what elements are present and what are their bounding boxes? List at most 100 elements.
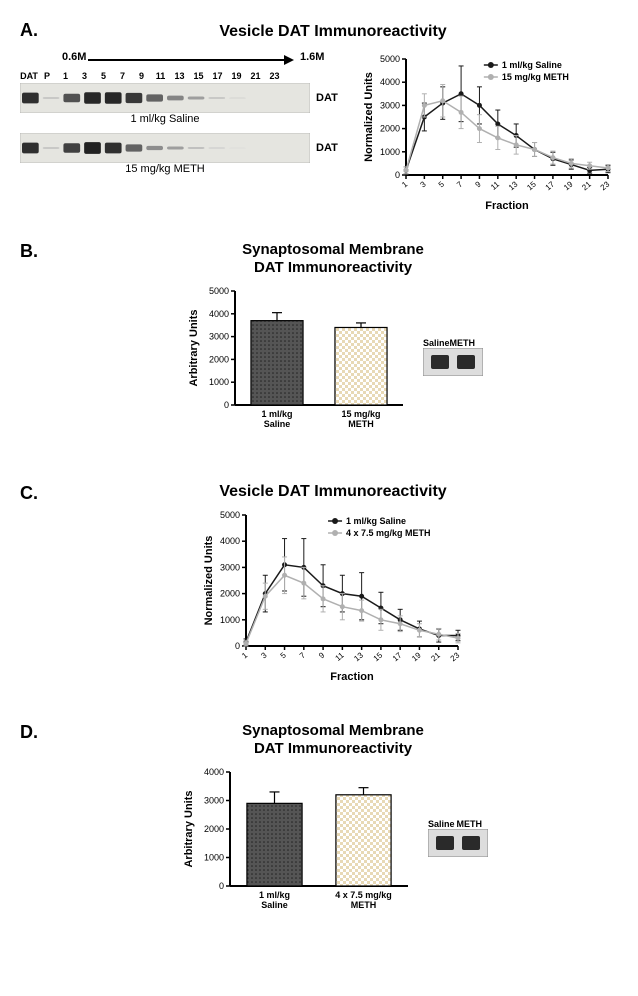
svg-text:15: 15 (525, 179, 538, 192)
svg-text:Arbitrary Units: Arbitrary Units (183, 790, 195, 867)
svg-text:9: 9 (317, 650, 327, 660)
svg-text:23: 23 (449, 650, 462, 663)
svg-text:23: 23 (599, 179, 612, 192)
inset-blot-d (428, 829, 488, 857)
svg-text:Normalized Units: Normalized Units (363, 72, 375, 162)
lane-label: 15 (189, 71, 208, 81)
svg-text:3000: 3000 (380, 100, 400, 110)
lane-label: 17 (208, 71, 227, 81)
svg-text:1000: 1000 (209, 377, 229, 387)
svg-text:0: 0 (219, 881, 224, 891)
svg-text:1: 1 (240, 650, 250, 660)
svg-text:3000: 3000 (220, 562, 240, 572)
svg-text:11: 11 (333, 650, 346, 663)
svg-text:3000: 3000 (204, 796, 224, 806)
lane-label: DAT (20, 71, 38, 81)
lane-label: 1 (56, 71, 75, 81)
svg-text:13: 13 (507, 179, 520, 192)
svg-text:2000: 2000 (220, 589, 240, 599)
svg-text:9: 9 (474, 179, 484, 189)
svg-text:Normalized Units: Normalized Units (203, 536, 215, 626)
svg-text:2000: 2000 (204, 824, 224, 834)
svg-text:21: 21 (580, 179, 593, 192)
panel-d: D. Synaptosomal Membrane DAT Immunoreact… (20, 722, 618, 924)
lane-label: 11 (151, 71, 170, 81)
lane-label: 7 (113, 71, 132, 81)
svg-text:15 mg/kg: 15 mg/kg (341, 409, 380, 419)
panel-b-inset: SalineMETH (423, 338, 483, 381)
svg-text:4000: 4000 (380, 77, 400, 87)
svg-text:17: 17 (391, 650, 404, 663)
panel-d-chart: 01000200030004000Arbitrary Units1 ml/kgS… (178, 764, 418, 924)
svg-text:5: 5 (279, 650, 289, 660)
panel-a: A. Vesicle DAT Immunoreactivity 0.6M 1.6… (20, 20, 618, 211)
svg-text:5000: 5000 (220, 510, 240, 520)
panel-d-inset: SalineMETH (428, 819, 488, 862)
panel-a-header: A. Vesicle DAT Immunoreactivity (20, 20, 618, 41)
svg-text:1 ml/kg Saline: 1 ml/kg Saline (346, 516, 406, 526)
gradient-arrow-icon (88, 53, 298, 69)
svg-text:4000: 4000 (204, 767, 224, 777)
svg-text:0: 0 (395, 170, 400, 180)
lane-label: 3 (75, 71, 94, 81)
svg-text:0: 0 (224, 400, 229, 410)
svg-text:2000: 2000 (209, 354, 229, 364)
svg-text:4 x 7.5 mg/kg METH: 4 x 7.5 mg/kg METH (346, 528, 431, 538)
panel-c-chart: 0100020003000400050001357911131517192123… (198, 507, 468, 682)
svg-text:METH: METH (348, 419, 374, 429)
lane-label: 23 (265, 71, 284, 81)
blot-image-saline (20, 83, 310, 113)
svg-text:15 mg/kg METH: 15 mg/kg METH (502, 72, 569, 82)
panel-c-title: Vesicle DAT Immunoreactivity (48, 483, 618, 501)
svg-text:21: 21 (429, 650, 442, 663)
svg-text:Saline: Saline (261, 900, 288, 910)
blot1-caption: 1 ml/kg Saline (20, 113, 310, 125)
svg-text:1000: 1000 (380, 147, 400, 157)
panel-b-title: Synaptosomal Membrane DAT Immunoreactivi… (48, 241, 618, 277)
svg-text:3: 3 (418, 179, 428, 189)
svg-text:1000: 1000 (220, 615, 240, 625)
blot-image-meth (20, 133, 310, 163)
svg-text:Arbitrary Units: Arbitrary Units (188, 309, 200, 386)
svg-text:1 ml/kg: 1 ml/kg (261, 409, 292, 419)
svg-text:17: 17 (544, 179, 557, 192)
panel-c: C. Vesicle DAT Immunoreactivity 01000200… (20, 483, 618, 682)
svg-text:19: 19 (410, 650, 423, 663)
svg-text:15: 15 (372, 650, 385, 663)
blot2-caption: 15 mg/kg METH (20, 163, 310, 175)
lane-labels: DATP1357911131517192123 (20, 71, 343, 81)
svg-text:METH: METH (351, 900, 377, 910)
svg-text:4000: 4000 (220, 536, 240, 546)
svg-text:Fraction: Fraction (330, 671, 374, 682)
lane-label: P (38, 71, 56, 81)
svg-text:7: 7 (455, 179, 465, 189)
svg-text:11: 11 (489, 179, 502, 192)
panel-b-label: B. (20, 241, 38, 262)
svg-text:Fraction: Fraction (485, 200, 529, 211)
panel-c-label: C. (20, 483, 38, 504)
svg-text:3: 3 (259, 650, 269, 660)
dat-label-1: DAT (316, 92, 338, 104)
svg-text:7: 7 (298, 650, 308, 660)
svg-text:13: 13 (352, 650, 365, 663)
gradient-start: 0.6M (62, 51, 86, 63)
svg-text:5: 5 (437, 179, 447, 189)
gradient-end: 1.6M (300, 51, 324, 63)
lane-label: 5 (94, 71, 113, 81)
panel-a-blots: 0.6M 1.6M DATP1357911131517192123 DAT 1 … (20, 51, 343, 175)
inset-blot-b (423, 348, 483, 376)
svg-text:5000: 5000 (380, 54, 400, 64)
svg-text:2000: 2000 (380, 124, 400, 134)
panel-d-title: Synaptosomal Membrane DAT Immunoreactivi… (48, 722, 618, 758)
svg-text:1 ml/kg Saline: 1 ml/kg Saline (502, 60, 562, 70)
lane-label: 19 (227, 71, 246, 81)
dat-label-2: DAT (316, 142, 338, 154)
svg-text:1: 1 (400, 179, 410, 189)
panel-d-label: D. (20, 722, 38, 743)
lane-label: 21 (246, 71, 265, 81)
svg-text:4 x 7.5 mg/kg: 4 x 7.5 mg/kg (335, 890, 392, 900)
svg-text:5000: 5000 (209, 286, 229, 296)
svg-text:19: 19 (562, 179, 575, 192)
panel-b: B. Synaptosomal Membrane DAT Immunoreact… (20, 241, 618, 443)
lane-label: 13 (170, 71, 189, 81)
